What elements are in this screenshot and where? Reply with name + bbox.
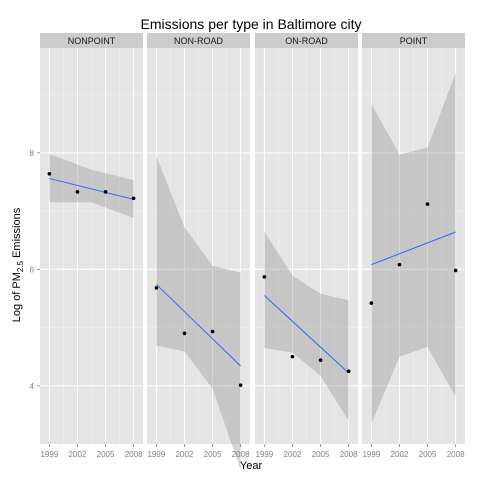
y-axis-title: Log of PM2.5 Emissions bbox=[11, 207, 25, 322]
facet-strip-label: NONPOINT bbox=[68, 36, 116, 46]
facet-panel-nonpoint: NONPOINT 1999 2002 2005 2008 bbox=[40, 33, 143, 459]
data-point bbox=[290, 354, 295, 359]
y-axis-title-main: Log of PM bbox=[11, 272, 23, 322]
x-tick-label: 1999 bbox=[362, 450, 380, 459]
facet-panels: NONPOINT 1999 2002 2005 2008 NON-ROAD 1999 2002… bbox=[40, 33, 465, 470]
x-tick-label: 2002 bbox=[176, 450, 194, 459]
facet-panel-non-road: NON-ROAD 1999 2002 2005 2008 bbox=[147, 33, 250, 470]
x-tick-label: 2005 bbox=[419, 450, 437, 459]
facet-strip bbox=[255, 33, 358, 48]
y-tick-label: 4 bbox=[30, 382, 35, 391]
data-point bbox=[397, 262, 402, 267]
regression-line bbox=[49, 177, 134, 200]
regression-line bbox=[156, 284, 241, 367]
chart-title: Emissions per type in Baltimore city bbox=[141, 16, 362, 32]
x-tick-label: 2008 bbox=[232, 450, 250, 459]
data-point bbox=[369, 301, 374, 305]
data-point bbox=[425, 202, 430, 206]
data-point bbox=[131, 196, 136, 201]
x-axis-title: Year bbox=[240, 460, 263, 472]
data-point bbox=[75, 190, 80, 194]
facet-strip-label: ON-ROAD bbox=[285, 36, 328, 46]
x-tick-label: 2002 bbox=[284, 450, 302, 459]
facet-strip bbox=[362, 33, 465, 48]
data-point bbox=[346, 369, 351, 374]
y-axis-title-subscript: 2.5 bbox=[16, 260, 25, 272]
confidence-band bbox=[156, 156, 241, 470]
x-tick-label: 2002 bbox=[391, 450, 409, 459]
x-tick-label: 2008 bbox=[447, 450, 465, 459]
x-tick-label: 2008 bbox=[125, 450, 143, 459]
x-tick-label: 1999 bbox=[147, 450, 165, 459]
facet-strip bbox=[147, 33, 250, 48]
facet-panel-point: POINT 1999 2002 2005 2008 bbox=[362, 33, 465, 459]
data-point bbox=[238, 383, 243, 387]
y-tick-label: 8 bbox=[30, 149, 35, 158]
facet-strip-label: POINT bbox=[400, 36, 428, 46]
data-point bbox=[182, 331, 187, 336]
data-point bbox=[47, 171, 52, 176]
facet-strip-label: NON-ROAD bbox=[174, 36, 223, 46]
y-tick-label: 6 bbox=[30, 265, 35, 274]
regression-line bbox=[264, 295, 349, 374]
y-axis-ticks: 4 6 8 bbox=[30, 149, 40, 391]
confidence-band bbox=[49, 154, 134, 218]
facet-strip bbox=[40, 33, 143, 48]
x-tick-label: 1999 bbox=[40, 450, 58, 459]
x-tick-label: 2005 bbox=[97, 450, 115, 459]
x-tick-label: 2002 bbox=[69, 450, 87, 459]
facet-panel-on-road: ON-ROAD 1999 2002 2005 2008 bbox=[255, 33, 358, 459]
x-tick-label: 2008 bbox=[340, 450, 358, 459]
data-point bbox=[453, 268, 458, 273]
confidence-band bbox=[264, 231, 349, 421]
x-tick-label: 2005 bbox=[312, 450, 330, 459]
data-point bbox=[318, 358, 323, 362]
data-point bbox=[262, 275, 267, 279]
x-tick-label: 1999 bbox=[255, 450, 273, 459]
data-point bbox=[103, 190, 108, 194]
data-point bbox=[210, 329, 215, 334]
y-axis-title-tail: Emissions bbox=[11, 207, 23, 261]
regression-line bbox=[371, 231, 456, 266]
x-tick-label: 2005 bbox=[204, 450, 222, 459]
data-point bbox=[154, 286, 159, 290]
